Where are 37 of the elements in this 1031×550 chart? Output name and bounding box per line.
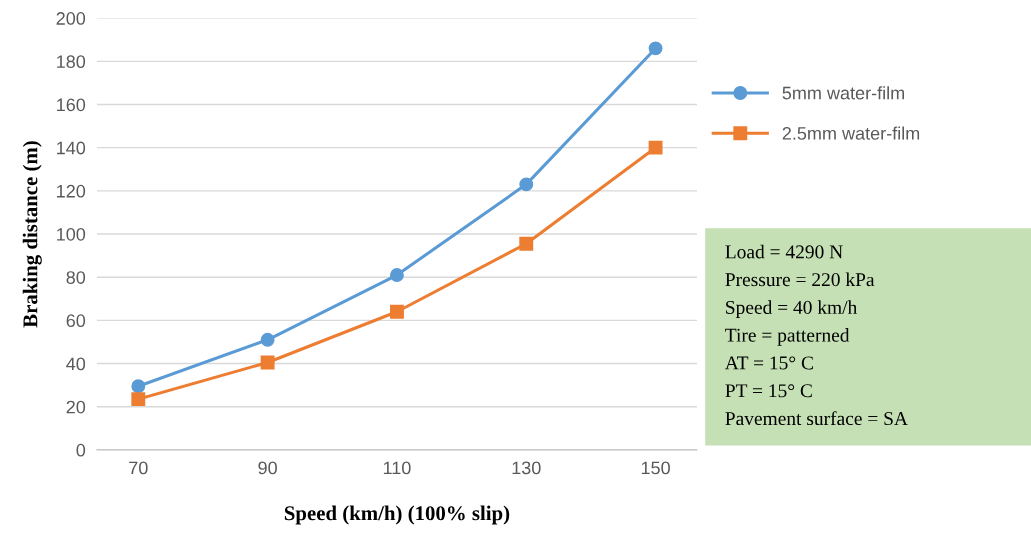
point (260, 332, 275, 347)
text: Load = 4290 N (725, 244, 843, 259)
point (648, 140, 663, 155)
y-tick-label: 100 (57, 227, 86, 241)
y-tick-label: 40 (66, 357, 86, 371)
y-tick-label: 60 (66, 314, 86, 328)
x-axis-title: Speed (km/h) (100% slip) (284, 505, 510, 525)
text: Tire = patterned (725, 328, 850, 346)
y-tick-label: 160 (57, 98, 86, 112)
text: Pavement surface = SA (725, 411, 908, 426)
point (131, 392, 146, 407)
y-tick-label: 200 (56, 12, 86, 25)
point (389, 268, 404, 282)
x-tick-label: 150 (641, 461, 670, 475)
x-tick-label: 90 (258, 461, 277, 475)
text: PT = 15° C (725, 384, 812, 398)
y-tick-label: 20 (66, 400, 86, 414)
point (131, 379, 146, 394)
y-tick-label: 120 (57, 184, 86, 198)
legend-label: 2.5mm water-film (782, 126, 920, 140)
point (519, 177, 534, 192)
y-axis-title: Braking distance (m) (22, 141, 42, 328)
x-tick-label: 130 (512, 461, 541, 475)
x-tick-label: 70 (129, 461, 148, 475)
y-tick-label: 140 (57, 141, 86, 155)
y-tick-label: 180 (57, 55, 86, 69)
y-tick-label: 80 (66, 271, 86, 284)
x-tick-label: 110 (383, 461, 411, 475)
point (648, 41, 663, 56)
text: AT = 15° C (724, 356, 813, 370)
text: Pressure = 220 kPa (725, 272, 875, 287)
point (260, 355, 275, 370)
text: Speed = 40 km/h (726, 300, 858, 318)
point (389, 304, 404, 319)
point (519, 236, 534, 251)
legend-label: 5mm water-film (782, 86, 905, 100)
y-tick-label: 0 (76, 443, 86, 457)
